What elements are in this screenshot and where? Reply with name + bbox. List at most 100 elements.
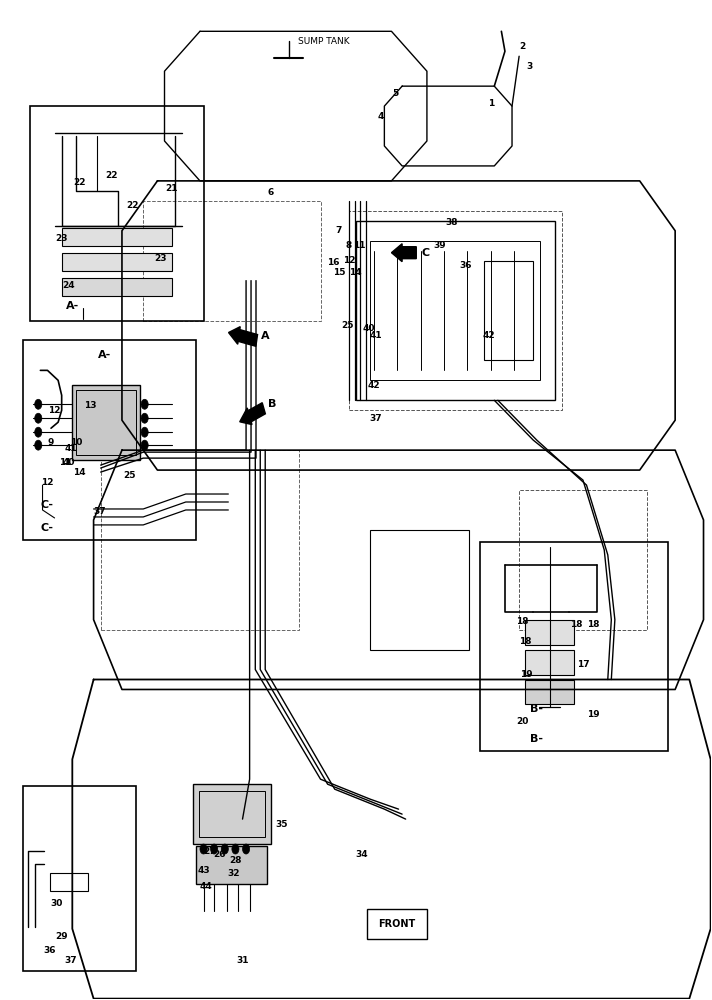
Bar <box>62 228 172 246</box>
Text: 26: 26 <box>214 850 226 859</box>
Text: 12: 12 <box>342 256 355 265</box>
Bar <box>480 542 668 751</box>
Text: 20: 20 <box>516 717 529 726</box>
Text: 4: 4 <box>377 112 384 121</box>
Text: 24: 24 <box>63 281 75 290</box>
Text: 23: 23 <box>155 254 167 263</box>
Text: 18: 18 <box>516 617 529 626</box>
Bar <box>525 680 575 704</box>
Text: 21: 21 <box>165 184 178 193</box>
Bar <box>23 786 136 971</box>
Text: A-: A- <box>98 350 111 360</box>
Text: 29: 29 <box>56 932 68 941</box>
Circle shape <box>35 440 42 450</box>
Text: A-: A- <box>66 301 79 311</box>
Bar <box>76 390 136 455</box>
Text: 14: 14 <box>349 268 362 277</box>
Bar <box>73 385 140 460</box>
Text: 40: 40 <box>63 458 75 467</box>
Text: 36: 36 <box>43 946 56 955</box>
Text: 13: 13 <box>84 401 96 410</box>
Text: 35: 35 <box>276 820 288 829</box>
Text: 9: 9 <box>48 438 54 447</box>
Text: 22: 22 <box>105 171 117 180</box>
Bar <box>62 278 172 296</box>
Text: 40: 40 <box>362 324 375 333</box>
Text: 30: 30 <box>51 899 63 908</box>
Text: SUMP TANK: SUMP TANK <box>298 37 350 46</box>
Text: 18: 18 <box>570 620 582 629</box>
Text: 27: 27 <box>203 847 216 856</box>
Text: 41: 41 <box>65 444 77 453</box>
Text: 38: 38 <box>446 218 458 227</box>
Text: A: A <box>261 331 270 341</box>
Text: B: B <box>268 399 276 409</box>
Text: 11: 11 <box>353 241 366 250</box>
Bar <box>193 784 271 844</box>
Bar <box>519 490 646 630</box>
Text: 34: 34 <box>355 850 368 859</box>
Text: 39: 39 <box>434 241 446 250</box>
Circle shape <box>35 427 42 437</box>
Text: 32: 32 <box>228 869 240 878</box>
Text: 18: 18 <box>518 637 531 646</box>
Text: 16: 16 <box>327 258 340 267</box>
Text: 19: 19 <box>587 710 600 719</box>
Text: C-: C- <box>41 523 54 533</box>
Bar <box>197 846 267 884</box>
Text: 3: 3 <box>527 62 533 71</box>
Text: 12: 12 <box>48 406 61 415</box>
Text: 28: 28 <box>229 856 241 865</box>
Text: 19: 19 <box>520 670 533 679</box>
Text: 36: 36 <box>460 261 472 270</box>
Text: 25: 25 <box>122 471 135 480</box>
Text: 42: 42 <box>367 381 380 390</box>
Text: 31: 31 <box>236 956 248 965</box>
Bar <box>356 221 555 400</box>
Bar <box>50 873 88 891</box>
Circle shape <box>211 844 218 854</box>
Text: 37: 37 <box>93 507 105 516</box>
Text: 37: 37 <box>65 956 77 965</box>
Circle shape <box>35 413 42 423</box>
Bar <box>525 620 575 645</box>
FancyArrow shape <box>229 327 258 346</box>
Bar <box>30 106 204 320</box>
Circle shape <box>200 844 207 854</box>
Text: 5: 5 <box>392 89 398 98</box>
Text: 42: 42 <box>483 331 496 340</box>
Bar <box>483 261 533 360</box>
Bar <box>370 530 469 650</box>
Text: C: C <box>422 248 429 258</box>
Text: 17: 17 <box>577 660 590 669</box>
Text: 18: 18 <box>587 620 600 629</box>
Text: 6: 6 <box>268 188 274 197</box>
Bar <box>525 650 575 675</box>
Bar <box>100 450 299 630</box>
Text: 44: 44 <box>200 882 213 891</box>
Text: 43: 43 <box>198 866 211 875</box>
Bar <box>143 201 320 320</box>
Text: B-: B- <box>530 704 543 714</box>
Text: 11: 11 <box>59 458 71 467</box>
Text: B-: B- <box>530 734 543 744</box>
Text: 2: 2 <box>520 42 525 51</box>
Text: C-: C- <box>41 500 54 510</box>
Text: 22: 22 <box>126 201 139 210</box>
Bar <box>367 909 427 939</box>
Text: 23: 23 <box>56 234 68 243</box>
Bar <box>199 791 265 837</box>
FancyArrow shape <box>392 244 417 262</box>
Circle shape <box>243 844 250 854</box>
Text: 12: 12 <box>41 478 53 487</box>
Bar <box>62 253 172 271</box>
Circle shape <box>35 399 42 409</box>
FancyArrow shape <box>240 403 266 425</box>
Text: 25: 25 <box>341 321 354 330</box>
Text: 1: 1 <box>488 99 494 108</box>
Text: FRONT: FRONT <box>379 919 416 929</box>
Text: 7: 7 <box>335 226 342 235</box>
Text: 15: 15 <box>333 268 345 277</box>
Text: 41: 41 <box>370 331 382 340</box>
Circle shape <box>141 413 148 423</box>
